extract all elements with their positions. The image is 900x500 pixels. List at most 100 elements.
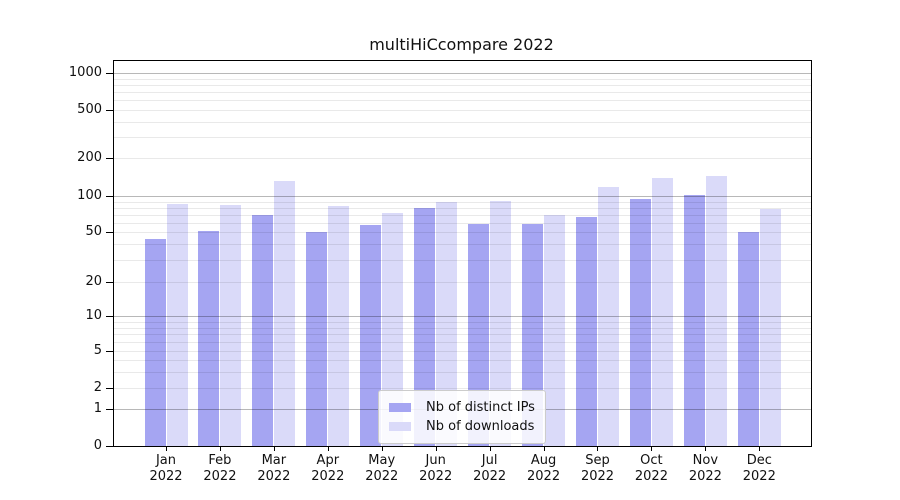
- x-tick-mark: [327, 446, 329, 451]
- gridline-5: [114, 351, 811, 353]
- bar-downloads-may: [382, 212, 404, 446]
- gridline-2: [114, 388, 811, 390]
- bar-downloads-sep: [597, 186, 619, 446]
- x-tick-label-mar: Mar 2022: [257, 453, 291, 484]
- x-tick-label-sep: Sep 2022: [580, 453, 615, 484]
- gridline-50: [114, 232, 811, 234]
- x-tick-mark: [597, 446, 599, 451]
- x-tick-mark: [759, 446, 761, 451]
- x-tick-mark: [273, 446, 275, 451]
- legend-item-distinct-ips: Nb of distinct IPs: [389, 398, 535, 417]
- bar-ips-jun: [414, 207, 436, 446]
- x-tick-mark: [381, 446, 383, 451]
- legend-swatch-distinct-ips: [389, 403, 411, 412]
- gridline-minor: [114, 327, 811, 329]
- y-tick-label: 1000: [68, 65, 102, 80]
- x-tick-label-jul: Jul 2022: [473, 453, 507, 484]
- gridline-minor: [114, 342, 811, 344]
- bar-downloads-jan: [166, 204, 188, 446]
- gridline-minor: [114, 121, 811, 123]
- bar-downloads-jul: [490, 200, 512, 446]
- x-tick-label-jan: Jan 2022: [149, 453, 183, 484]
- plot-area: 1000 500 200 100 50 20 10 5 2 1 0 Jan 2022 Feb 2022 Mar…: [69, 60, 812, 484]
- bar-ips-sep: [575, 217, 597, 446]
- x-tick-label-jun: Jun 2022: [419, 453, 453, 484]
- bar-downloads-jun: [436, 202, 458, 446]
- gridline-minor: [114, 207, 811, 209]
- legend-label-distinct-ips: Nb of distinct IPs: [426, 400, 535, 415]
- bar-downloads-feb: [220, 205, 242, 446]
- y-tick-mark: [106, 158, 113, 160]
- gridline-minor: [114, 91, 811, 93]
- x-tick-label-apr: Apr 2022: [311, 453, 345, 484]
- bar-ips-oct: [629, 198, 651, 446]
- x-tick-label-nov: Nov 2022: [688, 453, 722, 484]
- bar-ips-apr: [306, 232, 328, 446]
- y-tick-mark: [106, 388, 113, 390]
- gridline-100: [114, 196, 811, 198]
- x-tick-label-oct: Oct 2022: [634, 453, 668, 484]
- x-tick-mark: [435, 446, 437, 451]
- gridline-minor: [114, 214, 811, 216]
- x-tick-mark: [543, 446, 545, 451]
- x-tick-mark: [166, 446, 167, 451]
- y-tick-label: 500: [77, 101, 102, 117]
- y-tick-label: 0: [93, 438, 102, 453]
- bar-ips-dec: [737, 232, 759, 446]
- gridline-minor: [114, 321, 811, 323]
- gridline-minor: [114, 260, 811, 262]
- gridline-minor: [114, 244, 811, 246]
- x-tick-label-feb: Feb 2022: [203, 453, 237, 484]
- y-tick-label: 2: [93, 380, 102, 396]
- y-tick-mark: [106, 409, 113, 410]
- x-tick-label-aug: Aug 2022: [527, 453, 561, 484]
- gridline-minor: [114, 360, 811, 362]
- y-tick-mark: [106, 196, 113, 198]
- bar-downloads-nov: [705, 175, 727, 446]
- y-tick-label: 20: [85, 274, 102, 290]
- x-tick-mark: [705, 446, 707, 451]
- legend-swatch-downloads: [389, 422, 411, 431]
- y-tick-mark: [106, 73, 113, 74]
- y-tick-label: 5: [93, 343, 102, 359]
- x-tick-mark: [489, 446, 491, 451]
- x-tick-mark: [651, 446, 653, 451]
- gridline-minor: [114, 201, 811, 203]
- y-tick-label: 100: [77, 188, 102, 204]
- x-tick-mark: [219, 446, 221, 451]
- gridline-minor: [114, 371, 811, 373]
- gridline-500: [114, 109, 811, 111]
- legend-item-downloads: Nb of downloads: [389, 417, 535, 436]
- gridline-200: [114, 158, 811, 160]
- y-tick-mark: [106, 232, 113, 234]
- gridline-minor: [114, 78, 811, 80]
- y-tick-mark: [106, 351, 113, 353]
- bar-downloads-oct: [651, 177, 673, 446]
- gridline-20: [114, 282, 811, 284]
- gridline-minor: [114, 136, 811, 138]
- gridline-1000: [114, 73, 811, 74]
- legend: Nb of distinct IPs Nb of downloads: [378, 390, 546, 444]
- y-tick-label: 1: [93, 401, 102, 416]
- gridline-minor: [114, 222, 811, 224]
- bar-ips-mar: [252, 214, 274, 446]
- y-tick-mark: [106, 316, 113, 318]
- bar-ips-jan: [144, 239, 166, 446]
- bar-ips-may: [360, 225, 382, 446]
- x-tick-label-may: May 2022: [365, 453, 399, 484]
- bar-downloads-mar: [274, 181, 296, 446]
- y-tick-mark: [106, 109, 113, 111]
- bar-downloads-dec: [759, 208, 781, 446]
- bar-downloads-aug: [544, 214, 566, 446]
- gridline-minor: [114, 334, 811, 336]
- y-tick-label: 200: [77, 150, 102, 166]
- y-tick-label: 10: [85, 308, 102, 324]
- gridline-minor: [114, 100, 811, 102]
- legend-label-downloads: Nb of downloads: [426, 419, 535, 434]
- y-tick-mark: [106, 282, 113, 284]
- bar-ips-feb: [198, 231, 220, 446]
- y-tick-label: 50: [85, 224, 102, 240]
- bar-downloads-apr: [328, 206, 350, 446]
- gridline-minor: [114, 84, 811, 86]
